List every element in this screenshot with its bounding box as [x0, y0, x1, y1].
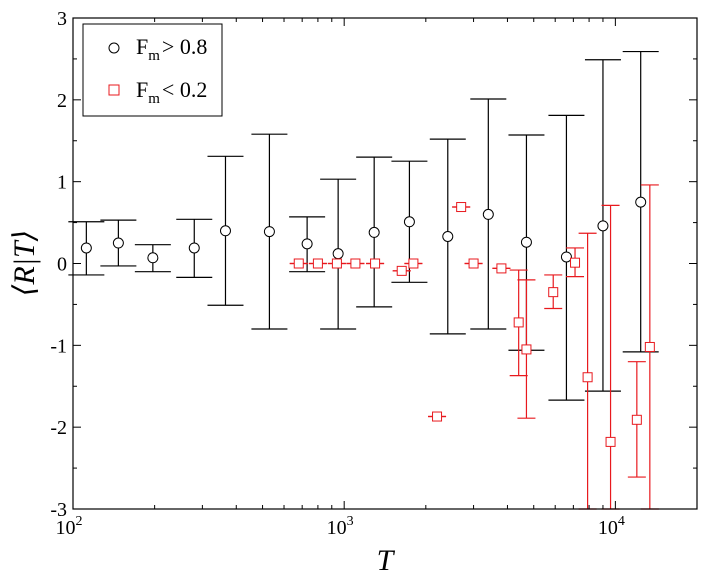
y-tick-labels: -3 -2 -1 0 1 2 3 [50, 8, 67, 521]
x-tick-label-exponent: 3 [347, 514, 354, 529]
data-point-square [496, 263, 507, 274]
data-point-square [513, 317, 524, 328]
y-tick-label: -2 [50, 417, 67, 439]
x-tick-label: 102 [56, 514, 83, 539]
data-point-square [468, 258, 479, 269]
x-tick-labels: 102 103 104 [56, 514, 625, 539]
data-point-square [293, 258, 304, 269]
data-point-square [350, 258, 361, 269]
data-point-circle [368, 226, 380, 238]
legend-entry-2: Fm< 0.2 [136, 77, 207, 107]
data-point-circle [442, 230, 454, 242]
legend-marker-circle [108, 42, 120, 54]
x-tick-label-base: 10 [56, 517, 76, 539]
y-tick-label: -1 [50, 335, 67, 357]
y-tick-label: 0 [57, 254, 67, 276]
data-point-square [570, 257, 581, 268]
data-marks [68, 50, 659, 510]
x-tick-label: 104 [598, 514, 625, 539]
legend-entry-2-sub: m [148, 91, 160, 107]
legend-entry-1-sub: m [148, 48, 160, 64]
data-point-square [396, 265, 407, 276]
data-point-circle [219, 225, 231, 237]
legend-entry-1-rest: > 0.8 [162, 34, 207, 59]
x-tick-label-exponent: 4 [618, 514, 625, 529]
legend-entry-2-main: F [136, 77, 148, 102]
data-point-circle [112, 237, 124, 249]
y-tick-label: 2 [57, 90, 67, 112]
data-point-circle [403, 216, 415, 228]
x-tick-label-base: 10 [327, 517, 347, 539]
data-point-square [312, 258, 323, 269]
data-point-square [432, 411, 443, 422]
data-point-square [408, 258, 419, 269]
x-axis-label: T [377, 544, 396, 575]
data-point-circle [520, 236, 532, 248]
y-tick-label: -3 [50, 499, 67, 521]
data-point-square [370, 258, 381, 269]
data-point-circle [80, 242, 92, 254]
y-tick-label: 3 [57, 8, 67, 30]
data-point-square [605, 436, 616, 447]
data-point-square [644, 341, 655, 352]
axis-ticks [72, 17, 698, 510]
data-point-circle [301, 238, 313, 250]
y-tick-label: 1 [57, 172, 67, 194]
series-fm-low [289, 184, 659, 510]
data-point-circle [560, 251, 572, 263]
x-tick-label-exponent: 2 [76, 514, 83, 529]
data-point-circle [597, 220, 609, 232]
x-tick-label-base: 10 [598, 517, 618, 539]
data-point-square [631, 414, 642, 425]
data-point-square [521, 344, 532, 355]
data-point-square [456, 202, 467, 213]
data-point-square [331, 258, 342, 269]
legend-entry-1: Fm> 0.8 [136, 34, 207, 64]
data-point-circle [635, 196, 647, 208]
data-point-circle [188, 242, 200, 254]
legend-entry-2-rest: < 0.2 [162, 77, 207, 102]
data-point-circle [482, 208, 494, 220]
data-point-circle [147, 252, 159, 264]
data-point-circle [332, 248, 344, 260]
data-point-circle [263, 226, 275, 238]
data-point-square [548, 287, 559, 298]
data-point-square [582, 372, 593, 383]
x-tick-label: 103 [327, 514, 354, 539]
legend: Fm> 0.8 Fm< 0.2 [82, 23, 223, 117]
legend-entry-1-main: F [136, 34, 148, 59]
series-fm-high [68, 50, 659, 401]
y-axis-label: ⟨R|T⟩ [8, 230, 41, 297]
legend-marker-square [108, 84, 120, 96]
legend-box [82, 23, 223, 117]
